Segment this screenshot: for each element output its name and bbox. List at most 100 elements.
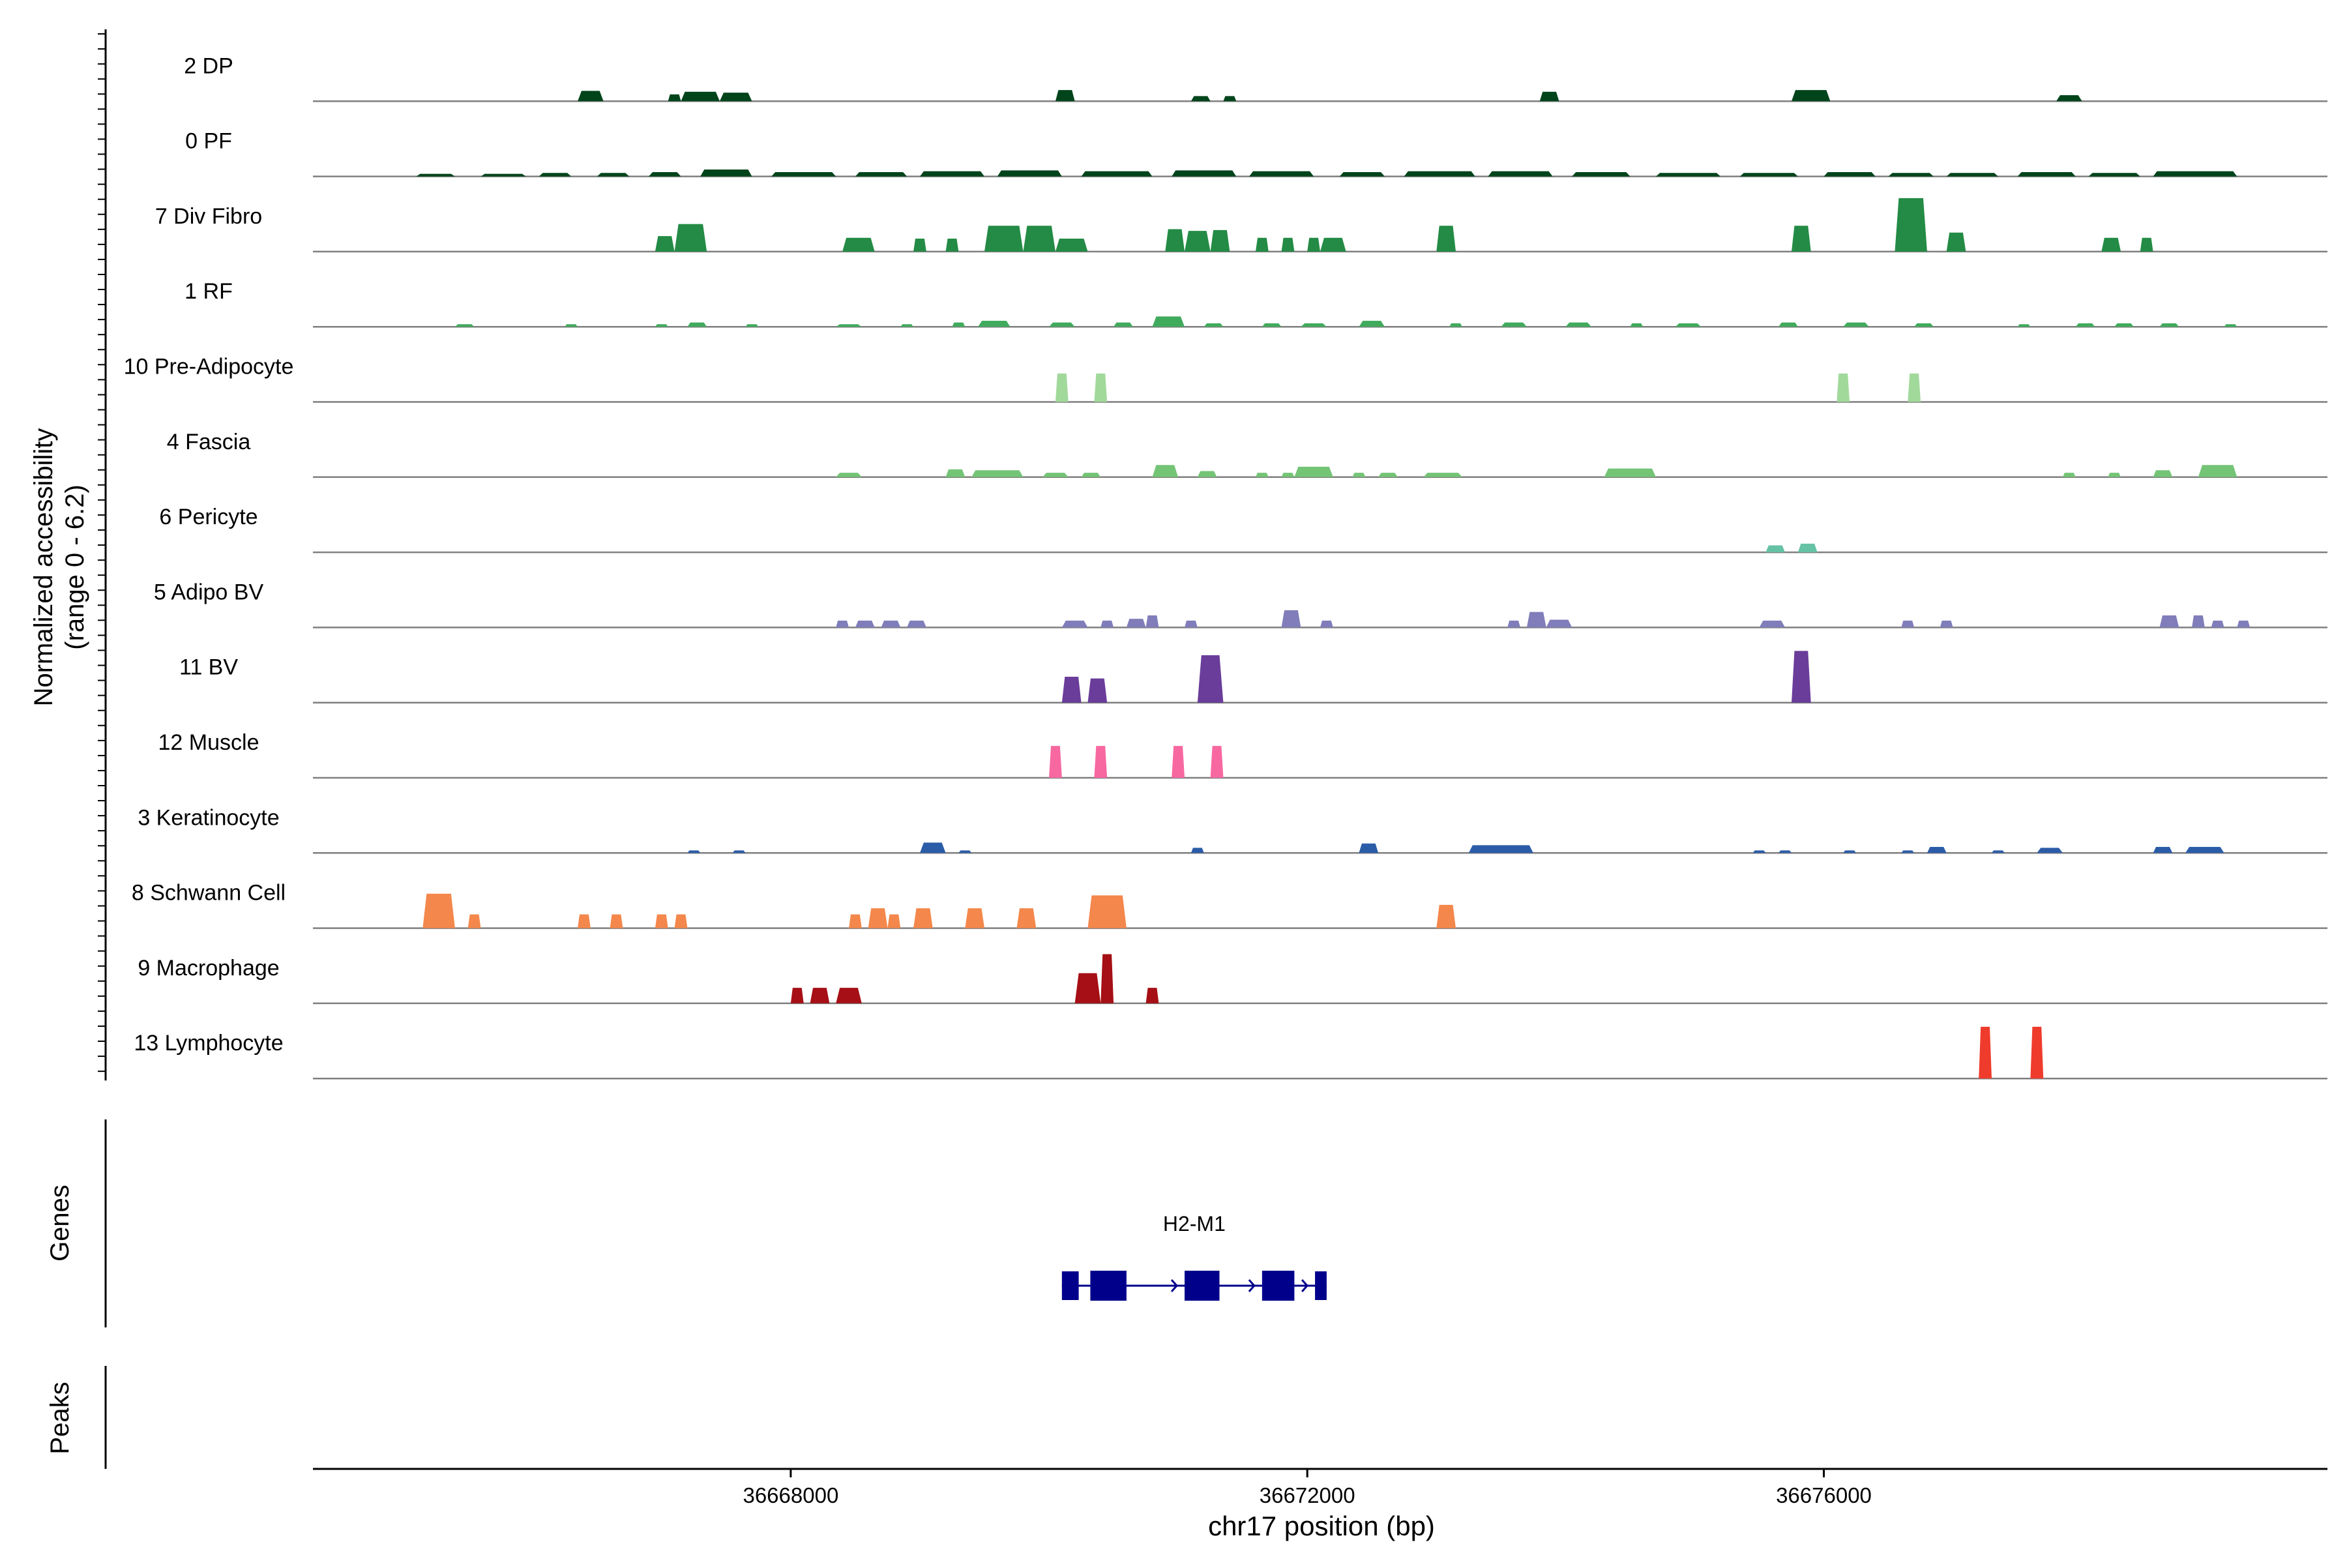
coverage-peak — [1320, 620, 1333, 628]
coverage-peak — [1765, 545, 1786, 553]
coverage-peak — [674, 914, 688, 928]
coverage-peak — [539, 173, 572, 177]
track: 0 PF — [185, 129, 2327, 177]
coverage-peak — [1320, 237, 1346, 252]
coverage-peak — [1262, 323, 1282, 327]
coverage-peak — [1126, 619, 1146, 628]
coverage-peak — [1895, 198, 1927, 252]
peaks-panel-label: Peaks — [46, 1382, 74, 1454]
coverage-peak — [1507, 620, 1521, 628]
coverage-peak — [655, 236, 675, 252]
coverage-peak — [1074, 973, 1101, 1003]
y-axis-range-label: (range 0 - 6.2) — [61, 484, 89, 649]
coverage-peak — [1049, 322, 1075, 327]
coverage-peak — [1087, 895, 1127, 928]
coverage-peak — [1185, 231, 1211, 252]
coverage-peak — [1190, 848, 1204, 853]
coverage-peak — [610, 914, 623, 928]
strand-arrow — [1248, 1279, 1256, 1292]
track: 1 RF — [185, 279, 2327, 328]
coverage-peak — [1423, 473, 1462, 477]
coverage-peak — [416, 173, 455, 177]
gene-name-label: H2-M1 — [1163, 1212, 1226, 1235]
coverage-peak — [1791, 226, 1811, 252]
track: 7 Div Fibro — [155, 198, 2327, 253]
track: 2 DP — [184, 53, 2327, 102]
gene-exon — [1315, 1271, 1327, 1300]
coverage-peak — [2140, 237, 2153, 252]
coverage-peak — [1100, 620, 1114, 628]
coverage-peak — [454, 324, 475, 327]
coverage-peak — [1049, 746, 1062, 778]
strand-arrow — [1301, 1279, 1309, 1292]
coverage-peak — [1114, 322, 1133, 327]
gene-exon — [1185, 1271, 1220, 1301]
coverage-peak — [2153, 847, 2173, 853]
coverage-peak — [2237, 620, 2251, 628]
coverage-peak — [836, 988, 862, 1003]
coverage-peak — [1604, 468, 1656, 477]
y-axis — [98, 29, 107, 1081]
coverage-peak — [649, 171, 681, 177]
coverage-peak — [1908, 373, 1921, 402]
coverage-peak — [1946, 232, 1966, 252]
coverage-peak — [971, 470, 1024, 477]
coverage-peak — [1197, 655, 1224, 703]
coverage-peak — [836, 324, 862, 327]
x-axis: 36668000 36672000 36676000 — [743, 1469, 1872, 1507]
coverage-peak — [1843, 850, 1857, 853]
coverage-peak — [681, 91, 720, 102]
x-axis-tick-label: 36672000 — [1260, 1483, 1355, 1507]
coverage-peak — [945, 469, 966, 477]
track-label: 4 Fascia — [167, 430, 251, 454]
track: 9 Macrophage — [138, 954, 2327, 1005]
coverage-peak — [1468, 845, 1533, 853]
coverage-peak — [2185, 847, 2224, 853]
coverage-peak — [1081, 473, 1101, 477]
coverage-peak — [2030, 1026, 2044, 1079]
coverage-peak — [1255, 237, 1269, 252]
coverage-peak — [1779, 322, 1798, 327]
coverage-peak — [1797, 543, 1818, 553]
track-label: 11 BV — [179, 655, 238, 680]
coverage-peak — [2101, 237, 2121, 252]
coverage-peak — [1752, 850, 1766, 853]
coverage-peak — [978, 320, 1011, 327]
track: 4 Fascia — [167, 430, 2327, 479]
gene-exon — [1262, 1271, 1295, 1301]
coverage-peak — [1190, 96, 1211, 102]
coverage-peak — [1501, 322, 1527, 327]
coverage-peak — [1914, 323, 1934, 327]
coverage-peak — [467, 914, 481, 928]
coverage-peak — [1203, 323, 1224, 327]
coverage-peak — [1843, 322, 1869, 327]
track-label: 3 Keratinocyte — [138, 805, 279, 830]
coverage-peak — [1023, 226, 1055, 252]
track: 13 Lymphocyte — [134, 1026, 2327, 1080]
coverage-peak — [1926, 847, 1947, 853]
x-axis-tick-label: 36676000 — [1776, 1483, 1872, 1507]
coverage-peak — [2198, 465, 2237, 477]
coverage-peak — [913, 908, 933, 928]
coverage-peak — [1656, 173, 1721, 177]
coverage-peak — [1016, 908, 1037, 928]
coverage-peak — [1779, 850, 1792, 853]
coverage-peak — [997, 170, 1062, 177]
coverage-peak — [2159, 615, 2179, 628]
coverage-peak — [1223, 96, 1237, 102]
coverage-peak — [2192, 615, 2205, 628]
coverage-peak — [1210, 229, 1230, 252]
coverage-peak — [1307, 237, 1320, 252]
coverage-peak — [1675, 323, 1702, 327]
coverage-peak — [1449, 323, 1462, 327]
coverage-peak — [919, 171, 984, 177]
coverage-peak — [771, 171, 836, 177]
coverage-peak — [984, 226, 1024, 252]
coverage-peak — [1172, 746, 1185, 778]
coverage-peak — [1055, 239, 1088, 252]
coverage-peak — [719, 93, 752, 102]
track-label: 9 Macrophage — [138, 956, 279, 981]
coverage-peak — [1791, 651, 1811, 703]
coverage-peak — [1791, 90, 1831, 102]
